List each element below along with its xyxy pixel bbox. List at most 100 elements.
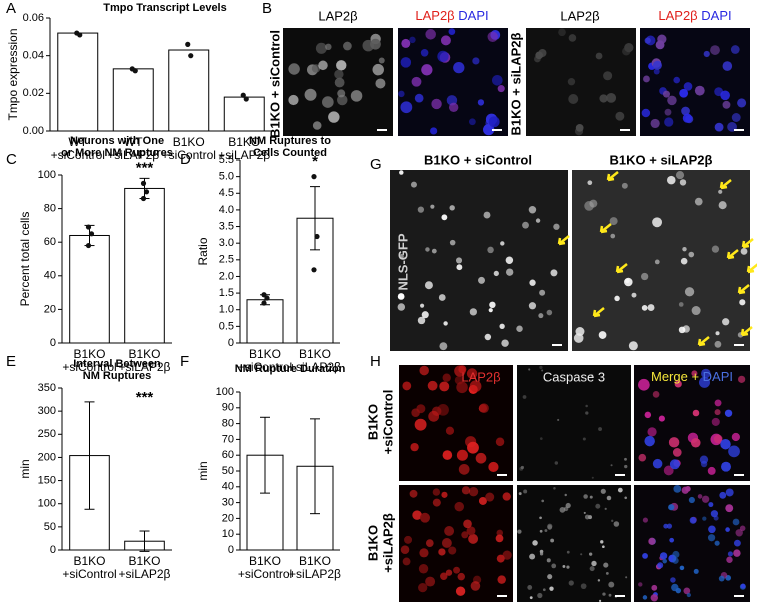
column-label: LAP2β — [461, 369, 500, 384]
cell — [621, 182, 628, 189]
channel: DAPI — [458, 8, 488, 23]
cell — [675, 171, 685, 180]
cell — [399, 170, 404, 175]
cell — [505, 256, 514, 264]
y-tick-label: 60 — [44, 236, 56, 248]
cell — [414, 418, 427, 431]
cell — [713, 515, 719, 521]
cell — [672, 550, 680, 559]
column-label: B1KO + siLAP2β — [610, 152, 713, 167]
x-tick-label: B1KO — [299, 554, 331, 568]
cell — [691, 370, 698, 377]
cell — [478, 496, 487, 505]
cell — [718, 575, 725, 582]
cell — [550, 269, 558, 277]
cell — [669, 537, 675, 543]
data-point — [77, 32, 83, 38]
cell — [497, 575, 506, 584]
cell — [721, 461, 731, 472]
cell — [541, 499, 545, 503]
cell — [440, 35, 451, 46]
cell — [522, 221, 529, 229]
cell — [550, 538, 555, 543]
cell — [739, 299, 746, 306]
cell — [641, 108, 651, 118]
cell — [442, 450, 453, 460]
cell — [528, 205, 537, 214]
y-tick-label: 0.5 — [219, 320, 234, 332]
bar — [69, 234, 110, 344]
cell — [652, 217, 663, 228]
cell — [674, 380, 682, 388]
data-point — [240, 92, 246, 98]
y-tick-label: 50 — [222, 465, 234, 477]
cell — [375, 78, 386, 89]
cell — [662, 90, 670, 98]
cell — [528, 368, 531, 371]
y-tick-label: 90 — [222, 402, 234, 414]
cell — [499, 323, 505, 329]
cell — [718, 189, 723, 194]
y-tick-label: 20 — [222, 512, 234, 524]
x-tick-label: B1KO — [73, 347, 105, 361]
cell — [582, 437, 586, 441]
y-tick-label: 30 — [222, 497, 234, 509]
cell — [651, 584, 658, 591]
y-tick-label: 0.06 — [23, 12, 44, 24]
cell — [421, 64, 433, 76]
x-tick-label: B1KO — [249, 347, 281, 361]
data-point — [188, 53, 194, 59]
cell — [589, 495, 593, 499]
y-tick-label: 60 — [222, 449, 234, 461]
cell — [488, 461, 499, 473]
cell — [598, 427, 603, 431]
cell — [449, 205, 455, 211]
cell — [740, 248, 748, 255]
y-tick-label: 1.0 — [219, 304, 234, 316]
cell — [567, 77, 576, 86]
cell — [624, 43, 634, 53]
y-tick-label: 350 — [38, 382, 56, 394]
column-label: LAP2β — [560, 8, 599, 23]
cell — [657, 562, 664, 569]
cell — [673, 76, 680, 84]
y-tick-label: 5.0 — [219, 171, 234, 183]
cell — [563, 506, 569, 512]
cell — [419, 365, 429, 376]
cell — [420, 303, 425, 308]
cell — [652, 391, 660, 398]
y-tick-label: 0 — [50, 337, 56, 349]
cell — [688, 496, 695, 504]
y-tick-label: 10 — [222, 528, 234, 540]
x-tick-label: +siLAP2β — [119, 360, 171, 374]
cell — [456, 264, 463, 271]
cell — [673, 485, 682, 493]
cell — [672, 557, 679, 564]
cell — [372, 63, 384, 76]
cell — [638, 378, 650, 391]
cell — [472, 57, 480, 65]
bar — [246, 454, 284, 551]
bar — [246, 299, 284, 344]
bar — [223, 96, 265, 132]
cell — [708, 525, 716, 534]
cell — [590, 374, 594, 377]
cell — [726, 556, 733, 563]
cell — [400, 101, 413, 114]
y-tick-label: 250 — [38, 428, 56, 440]
cell — [735, 529, 743, 537]
cell — [409, 36, 416, 44]
cell — [730, 45, 740, 54]
cell — [708, 502, 714, 508]
cell — [444, 526, 455, 536]
cell — [718, 201, 727, 210]
column-label: Merge + DAPI — [651, 369, 733, 384]
cell — [442, 373, 451, 382]
cell — [668, 504, 675, 511]
cell — [669, 459, 680, 470]
cell — [468, 118, 476, 126]
x-tick-label: B1KO — [128, 347, 160, 361]
cell — [456, 449, 468, 461]
cell — [501, 339, 509, 347]
cell — [496, 554, 505, 563]
